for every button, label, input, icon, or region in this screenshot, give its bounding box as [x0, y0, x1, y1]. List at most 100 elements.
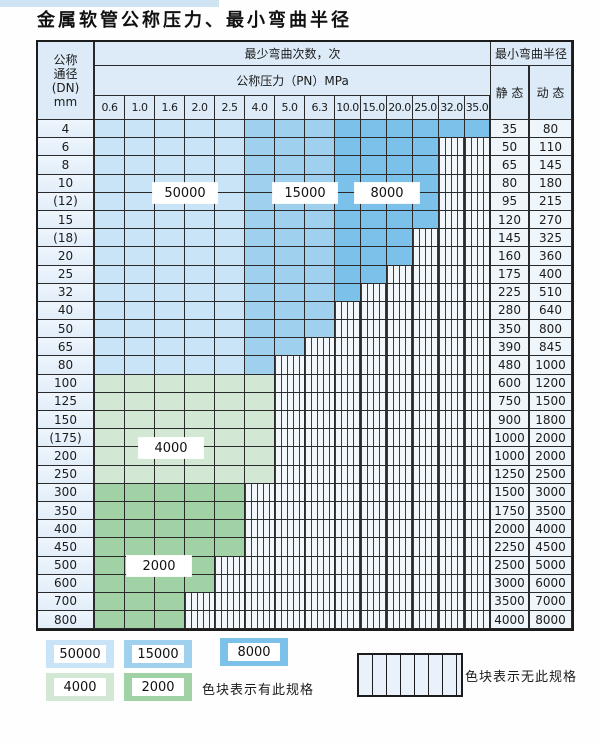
no-spec-cell — [465, 356, 491, 375]
no-spec-cell — [413, 574, 439, 593]
no-spec-cell — [413, 501, 439, 521]
no-spec-cell — [413, 520, 439, 539]
spec-cell — [125, 283, 155, 302]
spec-cell — [215, 192, 245, 211]
no-spec-cell — [335, 592, 361, 612]
spec-cell — [185, 538, 215, 557]
no-spec-cell — [413, 374, 439, 393]
spec-cell — [413, 120, 439, 139]
no-spec-cell — [305, 501, 335, 521]
no-spec-cell — [439, 611, 465, 630]
no-spec-cell — [387, 556, 413, 575]
spec-cell — [335, 138, 361, 157]
spec-cell — [439, 120, 465, 139]
no-spec-cell — [361, 283, 387, 302]
no-spec-cell — [275, 556, 305, 575]
dynamic-radius-cell: 1500 — [530, 392, 572, 411]
spec-cell — [245, 247, 275, 266]
no-spec-cell — [275, 429, 305, 448]
no-spec-cell — [439, 592, 465, 612]
legend-swatch-label: 50000 — [54, 645, 106, 663]
spec-cell — [155, 374, 185, 393]
spec-cell — [125, 374, 155, 393]
pressure-value-header: 15.0 — [361, 96, 387, 120]
spec-cell — [95, 429, 125, 448]
spec-cell — [215, 247, 245, 266]
dynamic-radius-cell: 80 — [530, 120, 572, 139]
no-spec-cell — [439, 520, 465, 539]
no-spec-cell — [335, 301, 361, 321]
no-spec-cell — [335, 338, 361, 357]
no-spec-cell — [361, 338, 387, 357]
cycle-zone-label: 2000 — [127, 556, 191, 576]
spec-cell — [95, 229, 125, 248]
no-spec-cell — [335, 483, 361, 502]
no-spec-cell — [275, 520, 305, 539]
spec-cell — [155, 356, 185, 375]
no-spec-cell — [439, 247, 465, 266]
no-spec-cell — [439, 447, 465, 466]
static-radius-cell: 145 — [491, 229, 530, 248]
spec-cell — [125, 174, 155, 193]
legend-swatch-label: 2000 — [132, 678, 184, 696]
no-spec-cell — [305, 483, 335, 502]
spec-cell — [305, 265, 335, 284]
spec-cell — [275, 247, 305, 266]
static-radius-cell: 65 — [491, 156, 530, 175]
no-spec-cell — [439, 374, 465, 393]
spec-cell — [387, 120, 413, 139]
spec-cell — [215, 156, 245, 175]
no-spec-cell — [387, 447, 413, 466]
dn-cell: 15 — [38, 210, 95, 230]
no-spec-cell — [439, 265, 465, 284]
no-spec-cell — [387, 374, 413, 393]
no-spec-cell — [275, 483, 305, 502]
spec-cell — [155, 392, 185, 411]
no-spec-cell — [335, 374, 361, 393]
no-spec-cell — [439, 283, 465, 302]
no-spec-cell — [439, 301, 465, 321]
spec-cell — [413, 156, 439, 175]
dynamic-radius-cell: 110 — [530, 138, 572, 157]
legend-swatch-label: 4000 — [54, 678, 106, 696]
no-spec-cell — [361, 465, 387, 484]
spec-cell — [95, 120, 125, 139]
no-spec-cell — [439, 192, 465, 211]
dynamic-radius-cell: 2500 — [530, 465, 572, 484]
spec-cell — [413, 174, 439, 193]
dn-cell: 100 — [38, 374, 95, 393]
spec-cell — [245, 120, 275, 139]
spec-cell — [185, 556, 215, 575]
no-spec-cell — [305, 611, 335, 630]
spec-cell — [95, 174, 125, 193]
dynamic-radius-cell: 6000 — [530, 574, 572, 593]
spec-cell — [275, 138, 305, 157]
spec-cell — [185, 156, 215, 175]
no-spec-cell — [305, 411, 335, 430]
no-spec-cell — [335, 392, 361, 411]
dn-cell: (175) — [38, 429, 95, 448]
no-spec-cell — [413, 392, 439, 411]
spec-cell — [335, 283, 361, 302]
spec-cell — [215, 520, 245, 539]
no-spec-cell — [439, 556, 465, 575]
no-spec-cell — [305, 429, 335, 448]
spec-cell — [125, 265, 155, 284]
spec-cell — [125, 411, 155, 430]
spec-cell — [125, 229, 155, 248]
no-spec-cell — [387, 338, 413, 357]
spec-cell — [185, 265, 215, 284]
dn-cell: (12) — [38, 192, 95, 211]
spec-cell — [387, 210, 413, 230]
spec-cell — [361, 138, 387, 157]
spec-cell — [95, 247, 125, 266]
no-spec-cell — [387, 520, 413, 539]
spec-cell — [387, 138, 413, 157]
static-radius-cell: 480 — [491, 356, 530, 375]
no-spec-cell — [387, 501, 413, 521]
static-radius-cell: 80 — [491, 174, 530, 193]
no-spec-cell — [465, 611, 491, 630]
no-spec-cell — [305, 574, 335, 593]
no-spec-cell — [465, 192, 491, 211]
no-spec-cell — [465, 374, 491, 393]
